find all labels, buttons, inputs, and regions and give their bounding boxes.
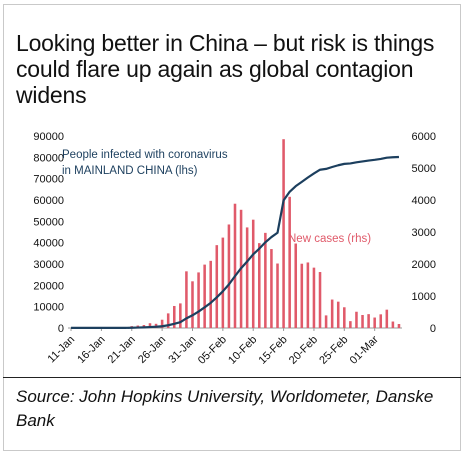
- y-right-tick-label: 5000: [412, 163, 436, 175]
- x-tick-label: 01-Mar: [348, 333, 381, 366]
- new-cases-bar: [270, 249, 273, 328]
- new-cases-bar: [166, 313, 170, 328]
- new-cases-bar: [264, 232, 267, 328]
- series-labels: People infected with coronavirus in MAINL…: [62, 149, 371, 245]
- new-cases-bar: [179, 303, 182, 328]
- y-left-tick-label: 50000: [33, 216, 64, 228]
- y-left-tick-label: 60000: [33, 195, 64, 207]
- new-cases-bar: [385, 309, 389, 328]
- new-cases-bar: [185, 271, 188, 328]
- new-cases-bar: [330, 299, 334, 328]
- new-cases-bar: [324, 315, 328, 328]
- source-divider: [3, 377, 461, 378]
- x-tick-label: 15-Feb: [257, 334, 290, 367]
- x-tick-label: 16-Jan: [75, 334, 107, 366]
- y-left-tick-label: 20000: [33, 280, 64, 292]
- x-tick-label: 11-Jan: [45, 334, 77, 366]
- new-cases-bar: [361, 315, 364, 328]
- y-left-tick-label: 70000: [33, 174, 64, 186]
- new-cases-bar: [227, 224, 231, 328]
- y-right-tick-label: 4000: [412, 195, 436, 207]
- new-cases-bar: [276, 263, 279, 328]
- x-tick-label: 31-Jan: [166, 334, 198, 366]
- source-note: Source: John Hopkins University, Worldom…: [16, 387, 434, 430]
- new-cases-bar: [318, 272, 322, 328]
- new-cases-bar: [379, 314, 383, 328]
- new-cases-bar: [282, 139, 285, 328]
- new-cases-bar: [343, 307, 346, 328]
- new-cases-bar: [349, 321, 352, 328]
- new-cases-bar: [306, 262, 310, 328]
- new-cases-bar: [197, 272, 200, 328]
- chart-title: Looking better in China – but risk is th…: [16, 30, 435, 108]
- new-cases-bar: [221, 237, 225, 328]
- y-left-tick-label: 30000: [33, 259, 64, 271]
- x-tick-label: 05-Feb: [196, 334, 229, 367]
- infected-line-group: [71, 155, 400, 330]
- infected-label-line2: in MAINLAND CHINA (lhs): [62, 165, 198, 177]
- y-right-tick-label: 3000: [412, 227, 436, 239]
- new-cases-bar: [215, 245, 219, 328]
- y-left-tick-label: 10000: [33, 302, 64, 314]
- y-left-tick-label: 40000: [33, 238, 64, 250]
- chart-area: 0 10000 20000 30000 40000 50000 60000 70000 8000…: [6, 122, 458, 374]
- new-cases-bar: [258, 243, 261, 328]
- new-cases-bar: [160, 319, 164, 328]
- new-cases-bar: [172, 305, 176, 328]
- new-cases-bar: [391, 321, 395, 328]
- new-cases-bar: [251, 219, 255, 328]
- y-left-tick-label: 0: [58, 323, 64, 335]
- new-cases-bar: [336, 301, 340, 328]
- x-tick-label: 26-Jan: [136, 334, 168, 366]
- new-cases-bar: [373, 317, 376, 328]
- new-cases-bar: [294, 243, 298, 328]
- new-cases-bar: [191, 281, 194, 328]
- infected-line: [71, 155, 400, 330]
- new-cases-bar: [312, 267, 316, 328]
- x-tick-label: 10-Feb: [226, 334, 259, 367]
- new-cases-bar: [209, 260, 212, 328]
- y-right-tick-label: 6000: [412, 131, 436, 143]
- x-tick-label: 21-Jan: [106, 334, 138, 366]
- new-cases-bar: [203, 264, 206, 328]
- new-cases-bar: [367, 314, 370, 328]
- infected-label-line1: People infected with coronavirus: [62, 149, 228, 161]
- new-cases-label: New cases (rhs): [288, 233, 371, 245]
- y-left-tick-label: 90000: [33, 131, 64, 143]
- y-right-tick-label: 2000: [412, 259, 436, 271]
- new-cases-bar: [355, 311, 358, 328]
- new-cases-bar: [397, 324, 401, 328]
- new-cases-bar: [233, 203, 237, 328]
- chart-svg: 0100002000030000400005000060000700008000…: [33, 131, 436, 367]
- y-right-tick-label: 0: [430, 323, 436, 335]
- x-tick-label: 25-Feb: [317, 334, 350, 367]
- y-left-tick-label: 80000: [33, 152, 64, 164]
- new-cases-bar: [148, 323, 152, 328]
- new-cases-bar: [245, 227, 249, 328]
- new-cases-bar: [300, 263, 304, 328]
- x-tick-label: 20-Feb: [287, 334, 320, 367]
- y-right-tick-label: 1000: [412, 291, 436, 303]
- new-cases-bar: [288, 196, 291, 328]
